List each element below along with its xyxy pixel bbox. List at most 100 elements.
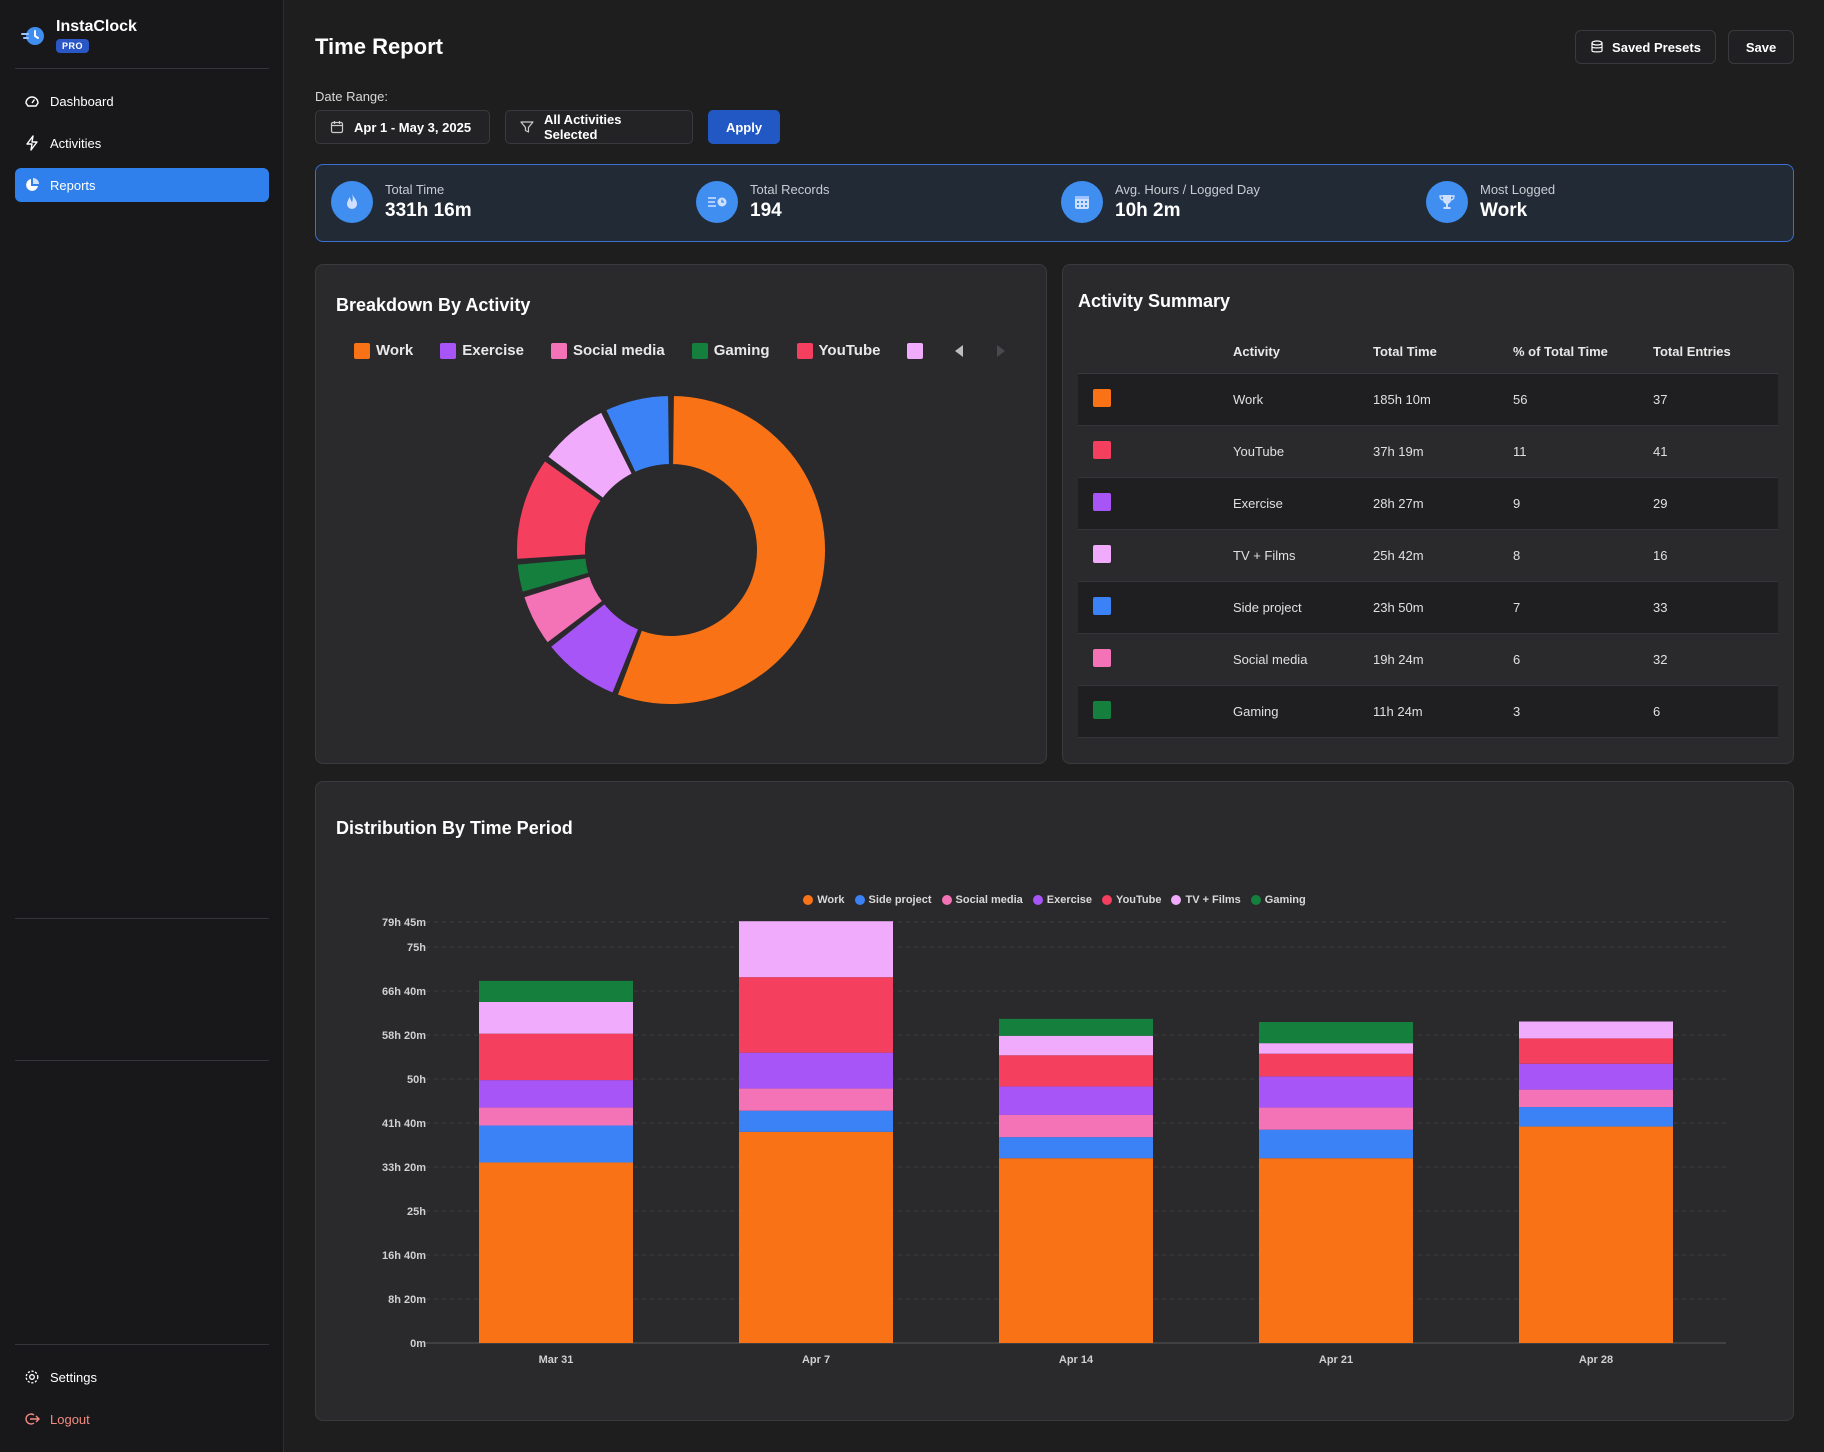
table-row[interactable]: Social media 19h 24m 6 32 xyxy=(1078,634,1778,686)
bar-segment-work[interactable] xyxy=(739,1131,893,1343)
bar-legend-item[interactable]: Social media xyxy=(941,894,1023,906)
bar-segment-gaming[interactable] xyxy=(1259,1022,1413,1044)
bar-segment-youtube[interactable] xyxy=(1519,1038,1673,1064)
table-row[interactable]: Side project 23h 50m 7 33 xyxy=(1078,582,1778,634)
bar-segment-side-project[interactable] xyxy=(1259,1129,1413,1159)
bar-legend-item[interactable]: Side project xyxy=(854,894,932,906)
bar-segment-exercise[interactable] xyxy=(739,1052,893,1089)
logout-icon xyxy=(25,1413,40,1425)
cell-entries: 37 xyxy=(1653,392,1668,407)
sidebar-item-label: Dashboard xyxy=(50,93,114,109)
legend-item-tv-films[interactable] xyxy=(907,342,924,359)
legend-swatch xyxy=(691,342,708,359)
cell-activity: Work xyxy=(1233,392,1264,407)
col-entries[interactable]: Total Entries xyxy=(1653,343,1731,359)
bar-segment-side-project[interactable] xyxy=(739,1110,893,1132)
donut-slice-gaming[interactable] xyxy=(516,556,591,594)
y-tick-label: 75h xyxy=(407,942,426,954)
bar-segment-tv-films[interactable] xyxy=(1259,1043,1413,1054)
bar-segment-work[interactable] xyxy=(479,1162,633,1343)
bar-segment-tv-films[interactable] xyxy=(479,1001,633,1034)
summary-title: Activity Summary xyxy=(1078,291,1231,311)
cell-percent: 56 xyxy=(1513,392,1528,407)
calendar-grid-icon xyxy=(1061,181,1103,223)
legend-item-social-media[interactable]: Social media xyxy=(550,342,665,359)
bar-segment-gaming[interactable] xyxy=(479,980,633,1002)
date-range-label: Date Range: xyxy=(315,89,388,104)
bar-segment-work[interactable] xyxy=(999,1158,1153,1343)
stat-label: Avg. Hours / Logged Day xyxy=(1115,182,1261,197)
database-icon xyxy=(1591,40,1603,53)
bar-segment-exercise[interactable] xyxy=(479,1080,633,1108)
apply-button[interactable]: Apply xyxy=(708,110,780,144)
legend-label: Exercise xyxy=(1046,894,1093,906)
stat-value: 10h 2m xyxy=(1115,200,1181,221)
bar-segment-exercise[interactable] xyxy=(1519,1063,1673,1090)
legend-next-arrow-icon[interactable] xyxy=(995,344,1007,358)
donut-slice-side-project[interactable] xyxy=(604,395,671,475)
donut-slice-youtube[interactable] xyxy=(516,459,603,561)
bar-segment-social-media[interactable] xyxy=(479,1107,633,1126)
donut-slice-work[interactable] xyxy=(615,395,826,705)
legend-label: YouTube xyxy=(818,342,881,359)
bolt-icon xyxy=(26,135,38,151)
cell-activity: TV + Films xyxy=(1233,548,1296,563)
legend-item-gaming[interactable]: Gaming xyxy=(691,342,770,359)
cell-entries: 6 xyxy=(1653,704,1661,719)
breakdown-card: Breakdown By Activity Work Exercise Soci… xyxy=(315,264,1047,764)
table-row[interactable]: Exercise 28h 27m 9 29 xyxy=(1078,478,1778,530)
date-range-picker[interactable]: Apr 1 - May 3, 2025 xyxy=(315,110,490,144)
col-percent[interactable]: % of Total Time xyxy=(1513,343,1608,359)
bar-segment-side-project[interactable] xyxy=(999,1137,1153,1159)
bar-segment-gaming[interactable] xyxy=(999,1018,1153,1036)
table-row[interactable]: Gaming 11h 24m 3 6 xyxy=(1078,686,1778,738)
table-row[interactable]: YouTube 37h 19m 11 41 xyxy=(1078,426,1778,478)
bar-legend-item[interactable]: Gaming xyxy=(1250,894,1306,906)
legend-item-exercise[interactable]: Exercise xyxy=(440,342,524,359)
bar-legend-item[interactable]: TV + Films xyxy=(1171,894,1241,906)
donut-slice-exercise[interactable] xyxy=(548,601,641,695)
legend-dot xyxy=(1250,895,1261,905)
sidebar-item-dashboard[interactable]: Dashboard xyxy=(15,84,269,118)
sidebar-item-reports[interactable]: Reports xyxy=(15,168,269,202)
table-row[interactable]: Work 185h 10m 56 37 xyxy=(1078,374,1778,426)
col-activity[interactable]: Activity xyxy=(1233,343,1280,359)
bar-segment-social-media[interactable] xyxy=(1519,1089,1673,1108)
brand[interactable]: InstaClock PRO xyxy=(20,18,137,54)
bar-segment-youtube[interactable] xyxy=(999,1055,1153,1087)
bar-legend-item[interactable]: Work xyxy=(803,894,845,906)
legend-prev-arrow-icon[interactable] xyxy=(953,344,965,358)
sidebar-item-logout[interactable]: Logout xyxy=(15,1402,269,1436)
bar-segment-side-project[interactable] xyxy=(1519,1107,1673,1127)
bar-segment-tv-films[interactable] xyxy=(739,921,893,978)
bar-segment-social-media[interactable] xyxy=(739,1088,893,1111)
donut-slice-tv-films[interactable] xyxy=(546,410,634,500)
activity-filter[interactable]: All Activities Selected xyxy=(505,110,693,144)
bar-segment-social-media[interactable] xyxy=(1259,1107,1413,1130)
bar-segment-tv-films[interactable] xyxy=(999,1035,1153,1056)
bar-segment-youtube[interactable] xyxy=(739,977,893,1053)
bar-segment-youtube[interactable] xyxy=(479,1033,633,1081)
sidebar-item-activities[interactable]: Activities xyxy=(15,126,269,160)
saved-presets-button[interactable]: Saved Presets xyxy=(1575,30,1716,64)
save-button[interactable]: Save xyxy=(1728,30,1794,64)
sidebar-item-settings[interactable]: Settings xyxy=(15,1360,269,1394)
legend-item-youtube[interactable]: YouTube xyxy=(796,342,881,359)
bar-segment-work[interactable] xyxy=(1259,1158,1413,1343)
bar-segment-youtube[interactable] xyxy=(1259,1053,1413,1077)
bar-legend-item[interactable]: YouTube xyxy=(1102,894,1161,906)
bar-segment-side-project[interactable] xyxy=(479,1125,633,1163)
bar-segment-tv-films[interactable] xyxy=(1519,1021,1673,1039)
bar-segment-social-media[interactable] xyxy=(999,1114,1153,1138)
col-total-time[interactable]: Total Time xyxy=(1373,343,1437,359)
bar-segment-work[interactable] xyxy=(1519,1126,1673,1343)
legend-label: TV + Films xyxy=(1185,894,1241,906)
donut-chart xyxy=(516,395,826,705)
bar-legend-item[interactable]: Exercise xyxy=(1032,894,1093,906)
bar-segment-exercise[interactable] xyxy=(1259,1076,1413,1108)
bar-segment-exercise[interactable] xyxy=(999,1086,1153,1115)
donut-slice-social-media[interactable] xyxy=(522,574,605,645)
pie-chart-icon xyxy=(26,178,39,191)
legend-item-work[interactable]: Work xyxy=(354,342,413,359)
table-row[interactable]: TV + Films 25h 42m 8 16 xyxy=(1078,530,1778,582)
